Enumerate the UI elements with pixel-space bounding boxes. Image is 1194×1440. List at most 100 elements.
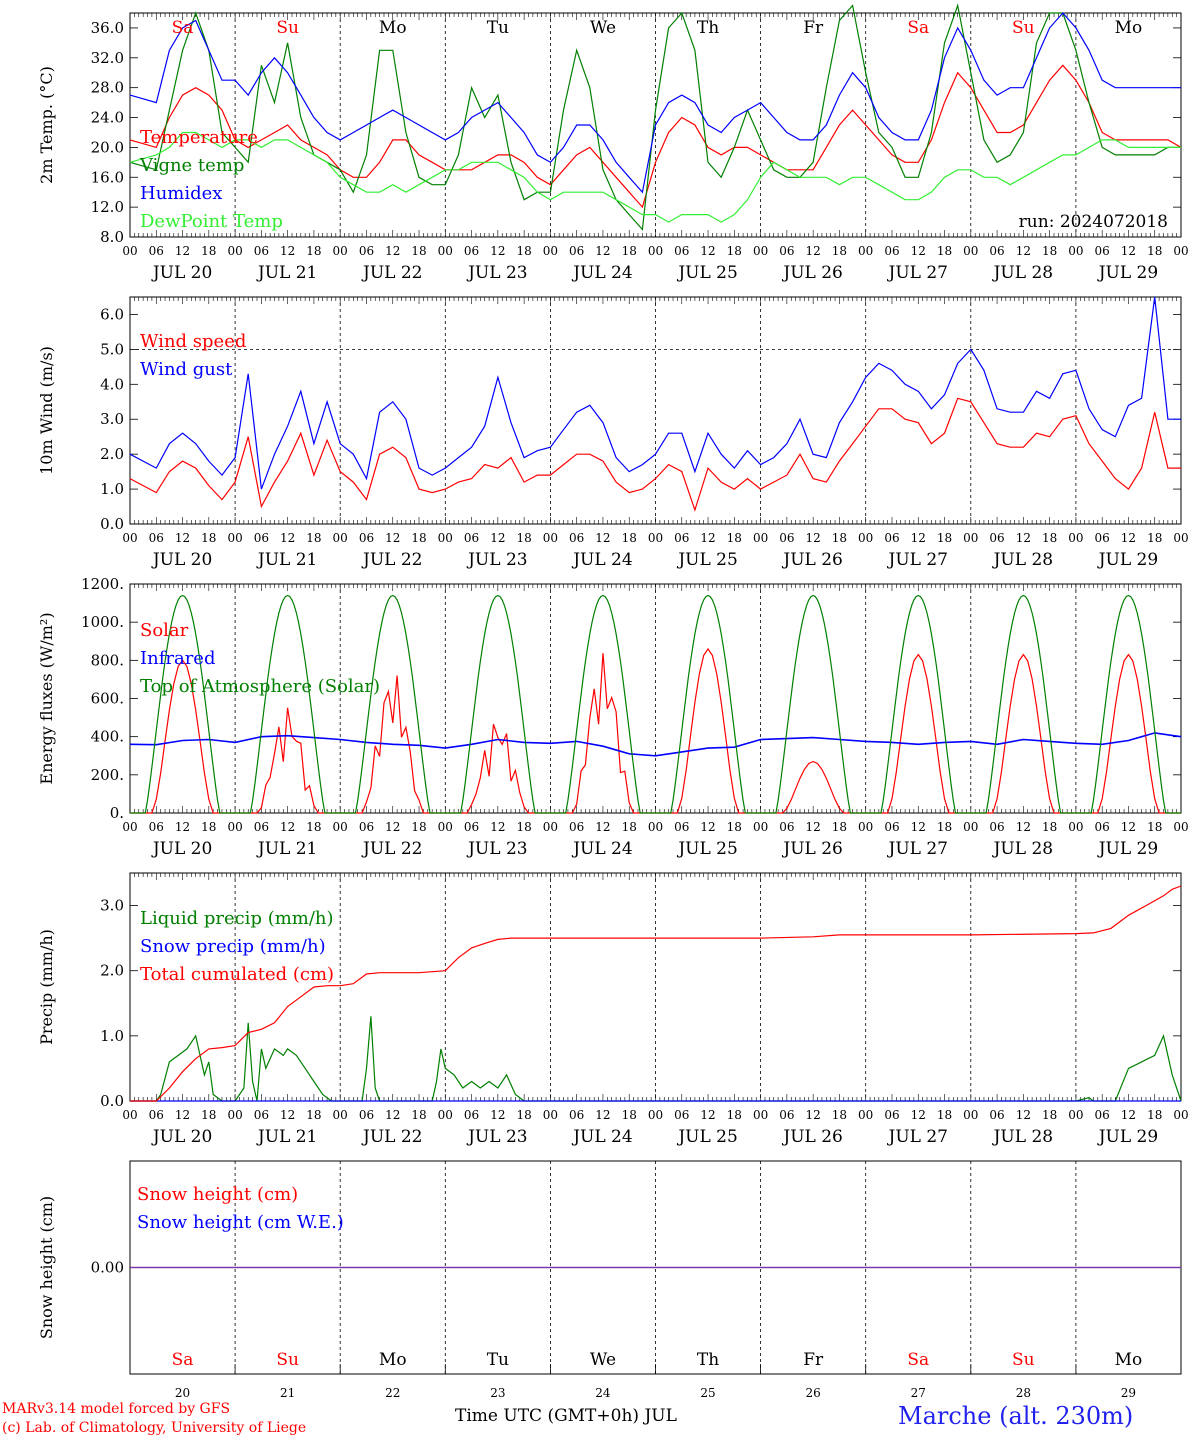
legend-entry: Snow height (cm W.E.) [137,1212,344,1233]
x-date-label: JUL 25 [676,550,737,570]
x-date-label: JUL 29 [1097,1127,1158,1147]
x-hour-label: 18 [832,244,847,258]
x-hour-label: 00 [753,1108,768,1122]
weekday-label: Sa [172,1350,194,1370]
x-date-label: JUL 20 [151,839,212,859]
x-hour-label: 18 [411,244,426,258]
y-tick-label: 32.0 [91,49,124,67]
x-hour-label: 18 [1147,531,1162,545]
x-hour-label: 06 [254,531,269,545]
y-tick-label: 4.0 [100,375,124,393]
weekday-label: Th [697,1350,719,1370]
x-date-label: JUL 27 [887,263,948,283]
weekday-label: Mo [379,1350,407,1370]
x-hour-label: 06 [884,531,899,545]
weekday-label: Mo [1115,1350,1143,1370]
x-hour-label: 12 [280,531,295,545]
x-hour-label: 18 [516,1108,531,1122]
x-date-label: JUL 27 [887,839,948,859]
x-hour-label: 18 [306,531,321,545]
x-hour-label: 00 [753,244,768,258]
y-tick-label: 0.00 [91,1259,124,1277]
x-hour-label: 12 [385,531,400,545]
x-hour-label: 12 [280,244,295,258]
x-hour-label: 00 [963,1108,978,1122]
x-hour-label: 00 [1173,244,1188,258]
y-tick-label: 8.0 [100,228,124,246]
x-hour-label: 12 [280,820,295,834]
x-hour-label: 06 [884,820,899,834]
x-hour-label: 18 [622,1108,637,1122]
credit-line-2: (c) Lab. of Climatology, University of L… [2,1420,307,1436]
y-tick-label: 16.0 [91,168,124,186]
x-date-label: JUL 23 [466,1127,527,1147]
x-hour-label: 12 [806,531,821,545]
x-hour-label: 00 [1068,1108,1083,1122]
series-line [130,594,1181,814]
x-hour-label: 12 [490,531,505,545]
x-day-number: 21 [280,1386,295,1400]
legend-entry: Infrared [140,648,215,669]
weekday-label: Su [276,1350,299,1370]
weekday-label: Su [1012,18,1035,38]
x-hour-label: 00 [227,820,242,834]
x-hour-label: 18 [516,531,531,545]
x-hour-label: 18 [1147,244,1162,258]
x-hour-label: 00 [1068,531,1083,545]
x-hour-label: 00 [333,244,348,258]
y-tick-label: 1.0 [100,1027,124,1045]
y-tick-label: 600. [91,690,124,708]
x-hour-label: 00 [858,244,873,258]
legend-entry: Snow height (cm) [137,1184,298,1205]
weekday-label: Sa [907,1350,929,1370]
series-line [130,647,1181,814]
x-hour-label: 06 [1095,244,1110,258]
x-hour-label: 12 [385,244,400,258]
x-hour-label: 06 [674,244,689,258]
x-hour-label: 18 [727,531,742,545]
x-hour-label: 18 [306,244,321,258]
y-tick-label: 24.0 [91,109,124,127]
y-tick-label: 1.0 [100,480,124,498]
x-hour-label: 12 [806,820,821,834]
x-hour-label: 12 [1016,1108,1031,1122]
x-date-label: JUL 28 [992,550,1053,570]
y-tick-label: 0. [110,804,124,822]
x-hour-label: 12 [911,531,926,545]
x-date-label: JUL 29 [1097,839,1158,859]
x-hour-label: 00 [438,1108,453,1122]
x-hour-label: 18 [937,531,952,545]
series-line [129,397,1181,512]
x-date-label: JUL 24 [571,839,632,859]
x-hour-label: 12 [911,820,926,834]
x-hour-label: 06 [1095,1108,1110,1122]
x-date-label: JUL 21 [256,839,317,859]
x-hour-label: 06 [359,820,374,834]
x-day-number: 26 [806,1386,821,1400]
x-hour-label: 18 [1147,820,1162,834]
x-hour-label: 06 [569,820,584,834]
x-date-label: JUL 29 [1097,263,1158,283]
x-hour-label: 06 [149,244,164,258]
x-hour-label: 12 [490,1108,505,1122]
x-hour-label: 18 [411,531,426,545]
x-hour-label: 06 [149,531,164,545]
legend-entry: Wind gust [140,359,233,380]
x-hour-label: 18 [201,820,216,834]
x-hour-label: 12 [1016,531,1031,545]
series-line [129,296,1181,490]
x-date-label: JUL 20 [151,1127,212,1147]
y-tick-label: 200. [91,766,124,784]
weekday-label: Mo [379,18,407,38]
x-hour-label: 12 [175,244,190,258]
x-date-label: JUL 25 [676,263,737,283]
run-annotation: run: 2024072018 [1019,212,1168,232]
weekday-label: We [590,18,616,38]
x-hour-label: 06 [1095,820,1110,834]
x-hour-label: 00 [858,1108,873,1122]
legend-entry: Snow precip (mm/h) [140,936,326,957]
x-hour-label: 18 [937,244,952,258]
weekday-label: We [590,1350,616,1370]
x-hour-label: 18 [306,820,321,834]
x-date-label: JUL 26 [781,550,842,570]
